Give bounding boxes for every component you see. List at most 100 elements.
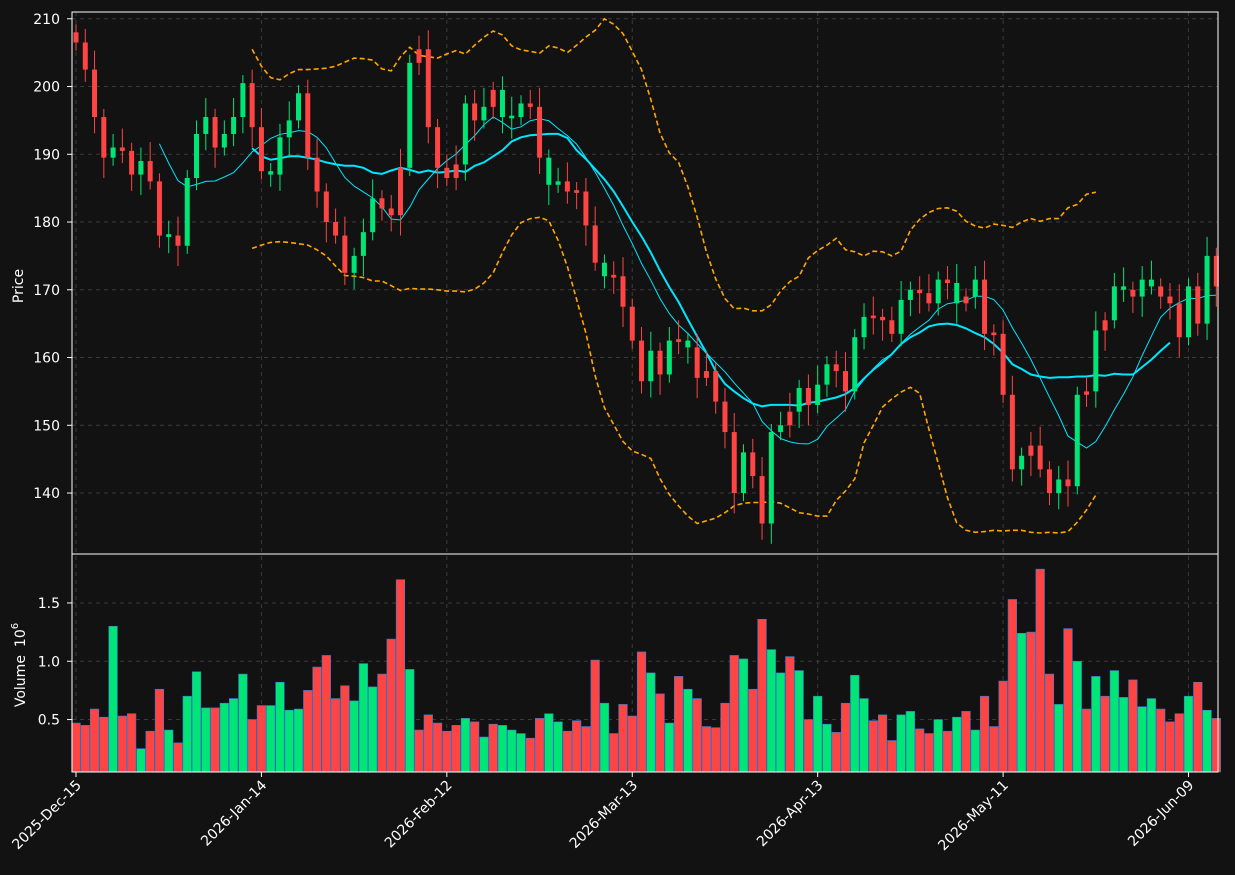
volume-bar-42 <box>460 718 470 773</box>
candle-body-107 <box>1065 479 1071 487</box>
volume-bar-50 <box>534 718 545 773</box>
candle-body-66 <box>685 340 691 348</box>
volume-bar-41 <box>451 725 461 773</box>
volume-bar-53 <box>562 730 572 773</box>
volume-bar-70 <box>720 702 730 773</box>
volume-bar-9 <box>154 688 165 773</box>
volume-bar-49 <box>525 737 535 773</box>
candle-body-87 <box>880 316 886 321</box>
candle-body-73 <box>750 452 756 477</box>
volume-bar-2 <box>89 708 100 773</box>
price-tick-label-3: 170 <box>33 283 60 299</box>
volume-bar-57 <box>599 702 610 773</box>
candle-body-82 <box>833 364 839 372</box>
candle-body-59 <box>620 276 626 307</box>
candle-body-75 <box>768 432 774 524</box>
candle-body-93 <box>935 279 941 304</box>
volume-bar-11 <box>173 742 183 773</box>
volume-bar-25 <box>303 690 313 773</box>
candle-body-110 <box>1093 330 1099 392</box>
volume-bar-0 <box>71 722 81 773</box>
candle-body-95 <box>954 283 960 304</box>
volume-bar-120 <box>1183 695 1194 773</box>
volume-bar-104 <box>1035 568 1045 773</box>
candle-body-4 <box>110 147 116 158</box>
candle-body-57 <box>601 262 607 277</box>
volume-bar-115 <box>1137 706 1147 773</box>
volume-bar-14 <box>201 707 211 773</box>
candle-body-2 <box>92 69 98 118</box>
volume-bar-74 <box>757 618 767 773</box>
candle-body-120 <box>1186 286 1192 338</box>
candle-body-118 <box>1167 296 1173 304</box>
volume-bar-55 <box>581 726 591 773</box>
volume-bar-112 <box>1109 670 1119 773</box>
candle-body-18 <box>240 83 246 118</box>
volume-bar-39 <box>432 722 443 773</box>
volume-bar-31 <box>358 663 369 773</box>
volume-bar-19 <box>247 719 257 773</box>
candle-body-47 <box>509 115 515 119</box>
candle-body-1 <box>82 42 88 70</box>
volume-bar-47 <box>507 729 517 773</box>
candle-body-71 <box>731 432 737 494</box>
candle-body-80 <box>815 384 821 405</box>
candle-body-6 <box>129 150 135 175</box>
candle-body-36 <box>407 62 413 168</box>
candle-body-40 <box>444 167 450 178</box>
volume-bar-85 <box>859 698 869 773</box>
volume-bar-24 <box>293 708 304 773</box>
candle-body-88 <box>889 320 895 334</box>
candle-body-76 <box>778 425 784 433</box>
volume-bar-65 <box>674 676 684 773</box>
price-tick-label-0: 140 <box>33 486 60 502</box>
volume-bar-63 <box>655 693 665 773</box>
volume-bar-33 <box>377 673 387 773</box>
volume-bar-103 <box>1026 631 1036 773</box>
volume-bar-38 <box>423 714 433 773</box>
volume-bar-96 <box>961 711 971 773</box>
volume-bar-113 <box>1119 697 1129 773</box>
volume-bar-89 <box>896 714 906 773</box>
volume-bar-21 <box>266 705 276 773</box>
volume-bar-43 <box>470 721 480 773</box>
candle-body-34 <box>388 208 394 216</box>
candle-body-121 <box>1195 286 1201 324</box>
volume-bar-29 <box>340 685 350 773</box>
candle-body-90 <box>907 289 913 300</box>
bollinger-bands <box>251 17 1097 534</box>
candle-body-86 <box>870 315 876 319</box>
axes <box>67 11 1219 777</box>
candle-body-116 <box>1148 279 1154 287</box>
candle-body-96 <box>963 296 969 304</box>
volume-bar-69 <box>711 727 721 773</box>
volume-bar-59 <box>618 704 628 773</box>
candle-body-10 <box>166 234 172 237</box>
candle-body-22 <box>277 137 283 175</box>
volume-bar-106 <box>1054 704 1064 773</box>
volume-bar-86 <box>868 720 878 773</box>
volume-bar-18 <box>238 673 248 773</box>
volume-bar-71 <box>729 655 739 773</box>
volume-bar-80 <box>813 695 823 773</box>
volume-bar-99 <box>989 726 999 773</box>
volume-bar-111 <box>1100 695 1110 773</box>
candle-body-112 <box>1111 286 1117 321</box>
candle-body-62 <box>648 350 654 382</box>
candle-body-7 <box>138 161 144 175</box>
volume-bar-56 <box>590 659 600 773</box>
candle-body-16 <box>221 133 227 148</box>
price-axis-label: Price <box>11 269 27 303</box>
volume-bar-73 <box>748 688 758 773</box>
candle-body-53 <box>564 181 570 192</box>
volume-bar-117 <box>1156 708 1166 773</box>
candle-body-72 <box>741 452 747 494</box>
candle-body-78 <box>796 388 802 412</box>
candle-body-99 <box>991 332 997 336</box>
volume-bar-30 <box>349 700 359 773</box>
volume-bar-110 <box>1091 676 1101 773</box>
candle-body-37 <box>416 49 422 63</box>
volume-bar-102 <box>1017 632 1027 773</box>
candle-body-17 <box>231 117 237 134</box>
